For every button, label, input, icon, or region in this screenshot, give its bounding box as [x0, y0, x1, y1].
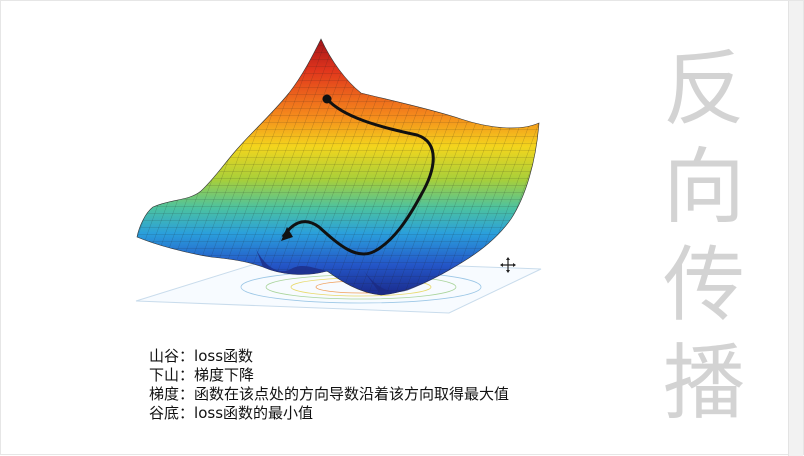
note-sep: ：: [179, 366, 195, 384]
note-sep: ：: [179, 347, 195, 365]
window-edge-scrollbar[interactable]: [788, 1, 803, 456]
title-char: 向: [662, 140, 745, 235]
note-term: 梯度: [149, 385, 180, 403]
note-term: 谷底: [149, 404, 180, 422]
slide-title-vertical: 反 向 传 播: [649, 41, 759, 433]
gradient-descent-path: [281, 94, 435, 256]
title-char: 传: [662, 238, 745, 333]
start-point-icon: [322, 94, 332, 104]
title-char: 反: [662, 42, 745, 137]
note-sep: ：: [179, 404, 195, 422]
note-row: 梯度：函数在该点处的方向导数沿着该方向取得最大值: [149, 385, 509, 404]
note-desc: 函数在该点处的方向导数沿着该方向取得最大值: [194, 385, 510, 403]
note-sep: ：: [179, 385, 195, 403]
loss-surface-figure: [135, 38, 542, 314]
note-term: 下山: [149, 366, 180, 384]
note-desc: loss函数的最小值: [194, 404, 314, 422]
note-desc: loss函数: [194, 347, 254, 365]
note-term: 山谷: [149, 347, 180, 365]
loss-surface: [136, 38, 540, 296]
move-cursor-icon: [500, 257, 516, 273]
title-char: 播: [662, 336, 745, 431]
note-row: 谷底：loss函数的最小值: [149, 404, 509, 423]
notes-list: 山谷：loss函数 下山：梯度下降 梯度：函数在该点处的方向导数沿着该方向取得最…: [149, 347, 509, 423]
note-row: 下山：梯度下降: [149, 366, 509, 385]
note-row: 山谷：loss函数: [149, 347, 509, 366]
note-desc: 梯度下降: [194, 366, 255, 384]
path-arrowhead-icon: [281, 227, 293, 241]
